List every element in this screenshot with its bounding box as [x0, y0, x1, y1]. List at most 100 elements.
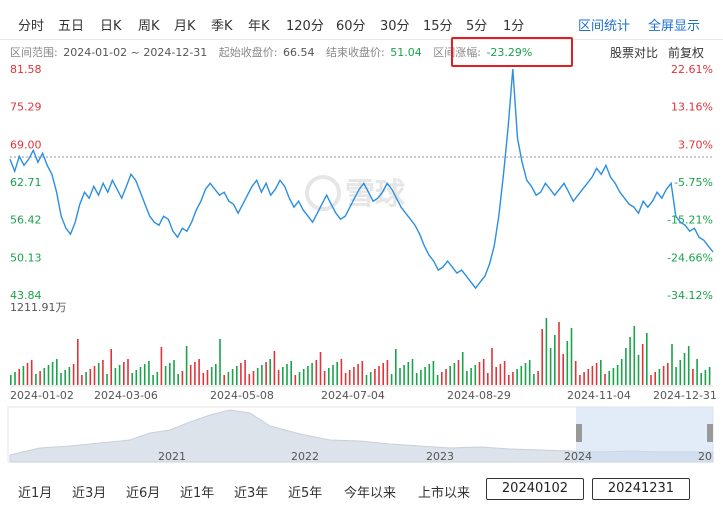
volume-bar — [658, 369, 661, 385]
tab-five-day[interactable]: 五日 — [58, 19, 85, 34]
tab-intraday[interactable]: 分时 — [18, 19, 45, 34]
volume-bar — [139, 367, 142, 385]
tab-yearly-k[interactable]: 年K — [248, 19, 270, 34]
volume-bar — [441, 372, 443, 385]
volume-bar — [307, 366, 309, 385]
tab-60min[interactable]: 60分 — [336, 19, 366, 34]
volume-bar — [282, 367, 284, 385]
range-6m-button[interactable]: 近6月 — [126, 486, 161, 501]
volume-bar — [445, 369, 447, 385]
start-close-value: 66.54 — [283, 46, 315, 59]
tab-daily-k[interactable]: 日K — [100, 19, 122, 34]
volume-bar — [181, 371, 184, 385]
overview-selection[interactable] — [576, 407, 713, 462]
volume-bar — [570, 328, 573, 385]
volume-bar — [72, 364, 75, 385]
overview-navigator[interactable]: 2021 2022 2023 2024 20 — [7, 406, 714, 463]
range-1y-button[interactable]: 近1年 — [180, 486, 215, 501]
volume-bar — [265, 362, 267, 385]
tab-1min[interactable]: 1分 — [503, 19, 525, 34]
date-to-input[interactable]: 20241231 — [592, 478, 690, 500]
volume-bar — [671, 344, 673, 385]
volume-bar — [89, 369, 92, 385]
volume-bar — [692, 369, 694, 385]
volume-bar — [77, 339, 79, 385]
volume-bar — [662, 366, 665, 385]
volume-bar — [562, 354, 564, 385]
volume-bar — [629, 337, 631, 385]
adjust-link[interactable]: 前复权 — [668, 46, 705, 60]
fullscreen-button[interactable]: 全屏显示 — [648, 19, 701, 34]
overview-year-label: 2021 — [158, 450, 186, 463]
volume-bar — [495, 367, 497, 385]
tab-weekly-k[interactable]: 周K — [138, 19, 160, 34]
volume-bar — [587, 369, 590, 385]
tab-5min[interactable]: 5分 — [466, 19, 488, 34]
volume-bar — [286, 364, 288, 385]
volume-bar — [215, 364, 217, 385]
watermark-text: 雪球 — [345, 177, 406, 212]
date-from-input[interactable]: 20240102 — [486, 478, 584, 500]
tab-30min[interactable]: 30分 — [380, 19, 410, 34]
date-axis-tick-label: 2024-07-04 — [321, 389, 385, 402]
start-close-label: 起始收盘价: — [218, 46, 278, 59]
volume-bar — [667, 363, 669, 385]
volume-bar — [478, 362, 481, 385]
range-ytd-button[interactable]: 今年以来 — [344, 486, 397, 501]
tab-120min[interactable]: 120分 — [286, 19, 324, 34]
watermark-logo-icon — [305, 175, 341, 211]
volume-bar — [457, 360, 460, 385]
range-3y-button[interactable]: 近3年 — [234, 486, 269, 501]
volume-bar — [97, 363, 100, 385]
range-1m-button[interactable]: 近1月 — [18, 486, 53, 501]
volume-bar — [549, 348, 552, 385]
volume-bar — [336, 362, 338, 385]
compare-link[interactable]: 股票对比 — [610, 46, 659, 60]
volume-bar — [152, 375, 154, 385]
range-5y-button[interactable]: 近5年 — [288, 486, 323, 501]
volume-bar — [491, 348, 493, 385]
tab-monthly-k[interactable]: 月K — [174, 19, 196, 34]
overview-left-handle[interactable] — [576, 424, 582, 442]
volume-bar — [641, 344, 644, 385]
volume-bar — [118, 365, 121, 385]
right-axis-tick-label: 3.70% — [678, 138, 713, 151]
volume-bar — [56, 359, 58, 385]
volume-bar — [646, 333, 648, 385]
volume-bar — [704, 370, 707, 385]
range-3m-button[interactable]: 近3月 — [72, 486, 107, 501]
volume-bar — [466, 371, 468, 385]
right-axis-tick-label: -24.66% — [667, 251, 713, 264]
volume-bar — [131, 373, 133, 385]
volume-bar — [583, 372, 585, 385]
overview-right-handle[interactable] — [707, 424, 713, 442]
right-axis-tick-label: -34.12% — [667, 289, 713, 302]
volume-bar — [294, 375, 297, 385]
volume-bar — [687, 346, 690, 385]
volume-bar — [482, 359, 485, 385]
volume-bar — [223, 375, 225, 385]
left-axis-tick-label: 56.42 — [10, 214, 42, 227]
volume-bar — [332, 365, 334, 385]
range-stats-button[interactable]: 区间统计 — [578, 19, 631, 34]
volume-bar — [390, 374, 393, 385]
volume-bar — [411, 359, 414, 385]
tab-quarterly-k[interactable]: 季K — [211, 19, 233, 34]
volume-bar — [374, 369, 376, 385]
volume-bar — [114, 368, 117, 385]
volume-bar — [35, 374, 37, 385]
range-since-listing-button[interactable]: 上市以来 — [418, 486, 471, 501]
volume-bar — [148, 361, 150, 385]
volume-bar — [298, 372, 301, 385]
volume-bar — [236, 366, 238, 385]
tab-15min[interactable]: 15分 — [423, 19, 453, 34]
left-axis-tick-label: 50.13 — [10, 251, 42, 264]
volume-bar — [189, 365, 192, 385]
volume-bar — [679, 360, 682, 385]
right-axis-tick-label: 13.16% — [671, 101, 713, 114]
period-tabs: 分时 五日 日K 周K 月K 季K 年K 120分 60分 30分 15分 5分… — [0, 0, 723, 40]
volume-bar — [156, 372, 159, 385]
volume-bar — [616, 365, 619, 385]
volume-bar — [102, 360, 104, 385]
date-axis-tick-label: 2024-03-06 — [94, 389, 158, 402]
